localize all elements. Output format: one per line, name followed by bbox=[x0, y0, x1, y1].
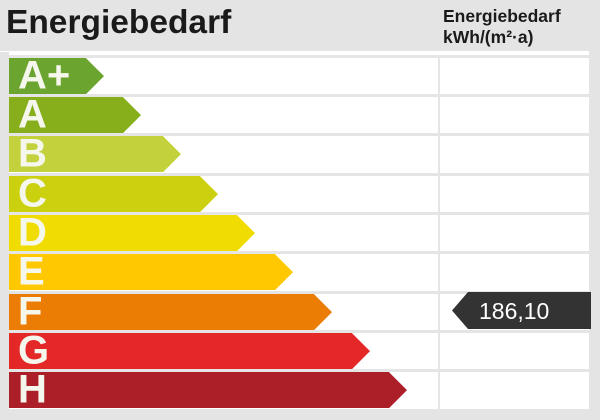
svg-text:186,10: 186,10 bbox=[479, 298, 549, 324]
